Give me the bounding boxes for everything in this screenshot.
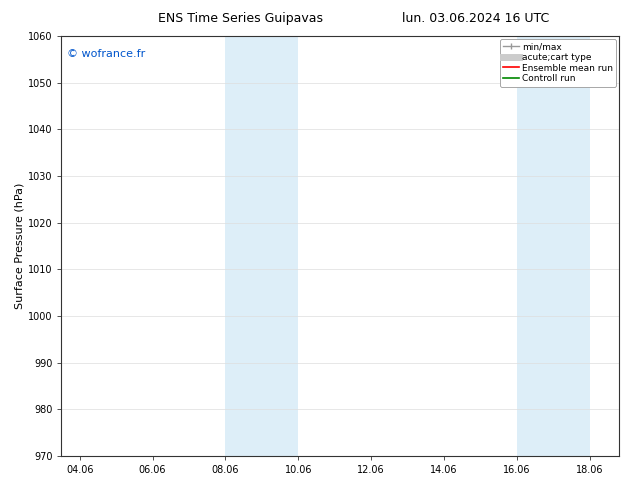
Bar	[517, 36, 590, 456]
Legend: min/max, acute;cart type, Ensemble mean run, Controll run: min/max, acute;cart type, Ensemble mean …	[500, 39, 616, 87]
Text: © wofrance.fr: © wofrance.fr	[67, 49, 145, 59]
Text: ENS Time Series Guipavas: ENS Time Series Guipavas	[158, 12, 323, 25]
Text: lun. 03.06.2024 16 UTC: lun. 03.06.2024 16 UTC	[402, 12, 549, 25]
Y-axis label: Surface Pressure (hPa): Surface Pressure (hPa)	[15, 183, 25, 309]
Bar	[226, 36, 299, 456]
